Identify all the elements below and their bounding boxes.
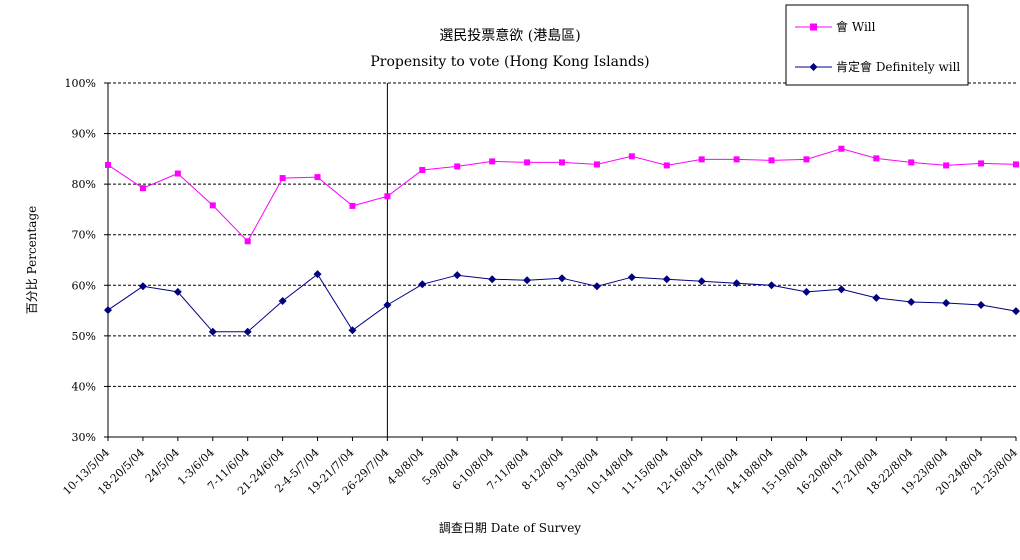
- data-point-definitely-will: [313, 270, 322, 279]
- data-point-will: [873, 155, 880, 162]
- data-point-definitely-will: [697, 277, 706, 286]
- data-point-definitely-will: [732, 279, 741, 288]
- data-point-definitely-will: [523, 276, 532, 285]
- data-point-will: [489, 158, 496, 165]
- chart-subtitle: Propensity to vote (Hong Kong Islands): [370, 54, 649, 70]
- data-point-will: [943, 162, 950, 169]
- x-axis-label: 調查日期 Date of Survey: [439, 521, 581, 535]
- data-point-will: [698, 156, 705, 163]
- y-tick-label: 40%: [72, 380, 96, 393]
- data-point-will: [314, 174, 321, 181]
- data-point-will: [454, 163, 461, 170]
- axes: [104, 82, 1017, 441]
- data-point-definitely-will: [488, 275, 497, 284]
- data-point-will: [559, 159, 565, 166]
- data-point-will: [244, 238, 251, 245]
- data-point-will: [1013, 161, 1019, 168]
- chart-title: 選民投票意欲 (港島區): [439, 27, 580, 44]
- data-point-definitely-will: [1012, 307, 1020, 316]
- x-tick-labels: 10-13/5/0418-20/5/0424/5/041-3/6/047-11/…: [60, 446, 1020, 498]
- legend-box: [785, 4, 969, 86]
- legend-definitely-label: 肯定會 Definitely will: [836, 59, 960, 74]
- x-tick-label: 4-8/8/04: [385, 446, 427, 488]
- data-point-definitely-will: [662, 275, 671, 284]
- series-layer: [104, 145, 1020, 336]
- y-tick-label: 80%: [72, 178, 96, 191]
- gridlines: [108, 82, 1016, 387]
- data-point-definitely-will: [383, 301, 392, 310]
- data-point-will: [105, 161, 111, 168]
- data-point-definitely-will: [627, 273, 636, 282]
- legend-definitely-marker: [809, 63, 818, 71]
- data-point-will: [908, 159, 915, 166]
- data-point-definitely-will: [802, 287, 811, 296]
- y-tick-label: 90%: [72, 128, 96, 141]
- y-tick-label: 70%: [72, 229, 96, 242]
- data-point-will: [524, 159, 531, 166]
- y-tick-label: 100%: [65, 77, 96, 90]
- y-tick-label: 60%: [72, 279, 96, 292]
- data-point-will: [279, 175, 286, 182]
- data-point-definitely-will: [767, 281, 776, 290]
- y-axis-label: 百分比 Percentage: [25, 206, 39, 315]
- data-point-definitely-will: [453, 271, 462, 280]
- y-tick-label: 50%: [72, 330, 96, 343]
- data-point-will: [628, 153, 635, 160]
- y-tick-labels: 30% 40% 50% 60% 70% 80% 90% 100%: [65, 77, 96, 444]
- data-point-will: [978, 160, 985, 167]
- data-point-definitely-will: [138, 282, 147, 291]
- legend: 會 Will 肯定會 Definitely will: [785, 4, 969, 86]
- data-point-definitely-will: [208, 327, 217, 336]
- data-point-will: [593, 161, 600, 168]
- data-point-will: [733, 156, 740, 163]
- data-point-definitely-will: [278, 296, 287, 305]
- data-point-will: [768, 157, 775, 164]
- data-point-definitely-will: [243, 327, 252, 336]
- data-point-definitely-will: [942, 298, 951, 307]
- data-point-definitely-will: [977, 301, 986, 310]
- data-point-definitely-will: [907, 297, 916, 306]
- data-point-will: [838, 145, 845, 152]
- data-point-will: [803, 156, 810, 163]
- data-point-will: [384, 193, 391, 200]
- data-point-will: [663, 162, 670, 169]
- data-point-will: [209, 202, 216, 209]
- data-point-will: [349, 202, 356, 209]
- data-point-definitely-will: [104, 306, 112, 315]
- data-point-will: [419, 166, 426, 173]
- y-tick-label: 30%: [72, 431, 96, 444]
- data-point-definitely-will: [418, 280, 427, 289]
- data-point-definitely-will: [872, 293, 881, 302]
- legend-will-label: 會 Will: [836, 20, 876, 34]
- data-point-definitely-will: [348, 326, 357, 335]
- data-point-will: [139, 185, 146, 192]
- data-point-definitely-will: [558, 274, 566, 283]
- data-point-definitely-will: [173, 287, 182, 296]
- legend-will-marker: [810, 23, 817, 31]
- data-point-will: [174, 170, 181, 177]
- series-definitely-will-line: [107, 273, 1017, 333]
- data-point-definitely-will: [592, 282, 601, 291]
- data-point-definitely-will: [837, 285, 846, 294]
